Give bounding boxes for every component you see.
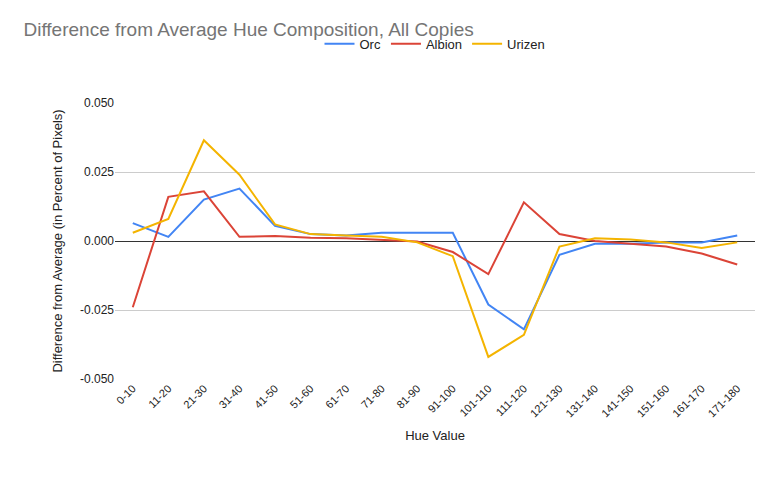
svg-text:71-80: 71-80: [359, 382, 387, 410]
svg-text:151-160: 151-160: [634, 382, 671, 419]
svg-text:161-170: 161-170: [670, 382, 707, 419]
svg-text:0-10: 0-10: [114, 382, 138, 406]
svg-text:Difference from Average Hue Co: Difference from Average Hue Composition,…: [23, 19, 473, 40]
svg-text:131-140: 131-140: [563, 382, 600, 419]
svg-text:41-50: 41-50: [252, 382, 280, 410]
svg-text:-0.050: -0.050: [80, 372, 114, 386]
svg-text:61-70: 61-70: [323, 382, 351, 410]
svg-text:81-90: 81-90: [394, 382, 422, 410]
svg-text:11-20: 11-20: [146, 382, 174, 410]
svg-text:21-30: 21-30: [181, 382, 209, 410]
svg-text:91-100: 91-100: [425, 382, 458, 415]
svg-text:0.000: 0.000: [84, 234, 114, 248]
svg-text:-0.025: -0.025: [80, 303, 114, 317]
svg-text:51-60: 51-60: [287, 382, 315, 410]
svg-text:Orc: Orc: [360, 37, 381, 52]
svg-text:171-180: 171-180: [705, 382, 742, 419]
svg-text:31-40: 31-40: [216, 382, 244, 410]
svg-text:0.050: 0.050: [84, 96, 114, 110]
svg-text:141-150: 141-150: [599, 382, 636, 419]
svg-text:Urizen: Urizen: [507, 37, 545, 52]
svg-text:Difference from Average (in Pe: Difference from Average (in Percent of P…: [50, 109, 65, 372]
svg-text:Hue Value: Hue Value: [405, 428, 465, 443]
svg-text:121-130: 121-130: [528, 382, 565, 419]
svg-text:111-120: 111-120: [493, 382, 529, 418]
svg-text:Albion: Albion: [426, 37, 462, 52]
svg-text:0.025: 0.025: [84, 165, 114, 179]
svg-text:101-110: 101-110: [457, 382, 493, 418]
